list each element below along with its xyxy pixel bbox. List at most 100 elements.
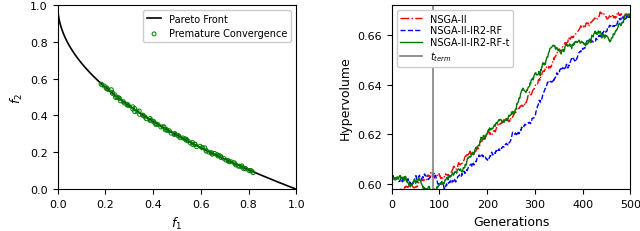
- Premature Convergence: [230, 164, 241, 167]
- Premature Convergence: [145, 117, 156, 121]
- Pareto Front: [167, 131, 175, 134]
- NSGA-II-IR2-RF-t: [502, 118, 509, 121]
- Y-axis label: $f_2$: $f_2$: [8, 92, 24, 103]
- Premature Convergence: [106, 88, 116, 92]
- Premature Convergence: [244, 169, 254, 173]
- Premature Convergence: [170, 132, 180, 136]
- Pareto Front: [183, 140, 191, 142]
- Premature Convergence: [237, 165, 247, 169]
- Pareto Front: [250, 171, 257, 173]
- Premature Convergence: [204, 151, 214, 154]
- Premature Convergence: [170, 133, 180, 137]
- Premature Convergence: [118, 100, 128, 104]
- Premature Convergence: [212, 153, 222, 157]
- Premature Convergence: [212, 154, 223, 158]
- NSGA-II: [398, 194, 406, 196]
- Premature Convergence: [237, 164, 247, 168]
- Line: NSGA-II-IR2-RF-t: NSGA-II-IR2-RF-t: [392, 15, 630, 192]
- X-axis label: Generations: Generations: [473, 215, 549, 228]
- Premature Convergence: [245, 169, 255, 173]
- Premature Convergence: [138, 114, 148, 117]
- X-axis label: $f_1$: $f_1$: [172, 215, 182, 231]
- NSGA-II-IR2-RF-t: [388, 178, 396, 181]
- Legend: NSGA-II, NSGA-II-IR2-RF, NSGA-II-IR2-RF-t, $t_{term}$: NSGA-II, NSGA-II-IR2-RF, NSGA-II-IR2-RF-…: [397, 11, 513, 68]
- Pareto Front: [54, 4, 61, 7]
- Premature Convergence: [134, 110, 145, 113]
- Premature Convergence: [188, 141, 198, 145]
- Premature Convergence: [96, 83, 106, 87]
- Premature Convergence: [219, 157, 229, 161]
- Premature Convergence: [173, 134, 183, 138]
- Premature Convergence: [122, 104, 132, 107]
- NSGA-II-IR2-RF-t: [625, 13, 633, 16]
- Premature Convergence: [246, 170, 257, 173]
- NSGA-II-IR2-RF-t: [518, 90, 525, 93]
- Premature Convergence: [197, 146, 207, 150]
- NSGA-II: [502, 119, 509, 121]
- Premature Convergence: [174, 135, 184, 138]
- Premature Convergence: [188, 143, 198, 147]
- Premature Convergence: [153, 123, 163, 127]
- Premature Convergence: [111, 96, 121, 100]
- Premature Convergence: [207, 152, 217, 155]
- Premature Convergence: [214, 154, 224, 158]
- Pareto Front: [196, 146, 204, 149]
- Legend: Pareto Front, Premature Convergence: Pareto Front, Premature Convergence: [143, 11, 291, 43]
- Premature Convergence: [241, 167, 251, 171]
- Premature Convergence: [197, 146, 207, 150]
- Premature Convergence: [189, 143, 200, 146]
- Premature Convergence: [190, 143, 200, 147]
- Premature Convergence: [216, 155, 226, 158]
- Premature Convergence: [166, 132, 176, 135]
- Premature Convergence: [145, 119, 155, 123]
- Premature Convergence: [185, 142, 195, 145]
- Premature Convergence: [201, 149, 211, 152]
- Premature Convergence: [234, 164, 244, 168]
- Premature Convergence: [159, 125, 169, 129]
- Premature Convergence: [175, 136, 185, 140]
- Premature Convergence: [124, 104, 134, 108]
- NSGA-II-IR2-RF-t: [621, 15, 629, 18]
- Premature Convergence: [178, 137, 188, 140]
- NSGA-II-IR2-RF: [531, 116, 538, 119]
- NSGA-II-IR2-RF: [440, 188, 448, 190]
- Premature Convergence: [224, 160, 234, 164]
- Premature Convergence: [200, 146, 210, 150]
- Premature Convergence: [112, 96, 122, 100]
- Premature Convergence: [99, 85, 109, 88]
- Premature Convergence: [162, 129, 172, 133]
- Premature Convergence: [107, 91, 117, 95]
- Premature Convergence: [160, 128, 170, 132]
- Premature Convergence: [240, 167, 250, 170]
- Premature Convergence: [223, 159, 233, 163]
- Premature Convergence: [223, 159, 234, 163]
- Premature Convergence: [148, 120, 159, 124]
- Premature Convergence: [140, 116, 150, 119]
- NSGA-II-IR2-RF-t: [432, 191, 440, 194]
- Line: NSGA-II: NSGA-II: [392, 13, 630, 195]
- NSGA-II: [504, 118, 511, 120]
- NSGA-II-IR2-RF: [627, 14, 634, 17]
- Pareto Front: [287, 186, 294, 188]
- Premature Convergence: [156, 126, 166, 129]
- NSGA-II: [388, 190, 396, 193]
- Premature Convergence: [129, 110, 140, 114]
- Premature Convergence: [122, 103, 132, 107]
- Premature Convergence: [97, 84, 107, 87]
- Premature Convergence: [114, 97, 124, 100]
- Premature Convergence: [180, 137, 190, 141]
- Premature Convergence: [134, 113, 145, 117]
- Line: Pareto Front: Pareto Front: [58, 6, 296, 189]
- NSGA-II-IR2-RF: [504, 143, 511, 146]
- Premature Convergence: [181, 138, 191, 141]
- Premature Convergence: [115, 100, 125, 103]
- Premature Convergence: [151, 122, 161, 126]
- Premature Convergence: [226, 160, 236, 164]
- Premature Convergence: [114, 97, 124, 101]
- Premature Convergence: [191, 145, 202, 149]
- Premature Convergence: [148, 121, 159, 125]
- Premature Convergence: [141, 117, 152, 121]
- Premature Convergence: [164, 129, 175, 133]
- Premature Convergence: [132, 110, 142, 113]
- NSGA-II-IR2-RF-t: [627, 14, 634, 17]
